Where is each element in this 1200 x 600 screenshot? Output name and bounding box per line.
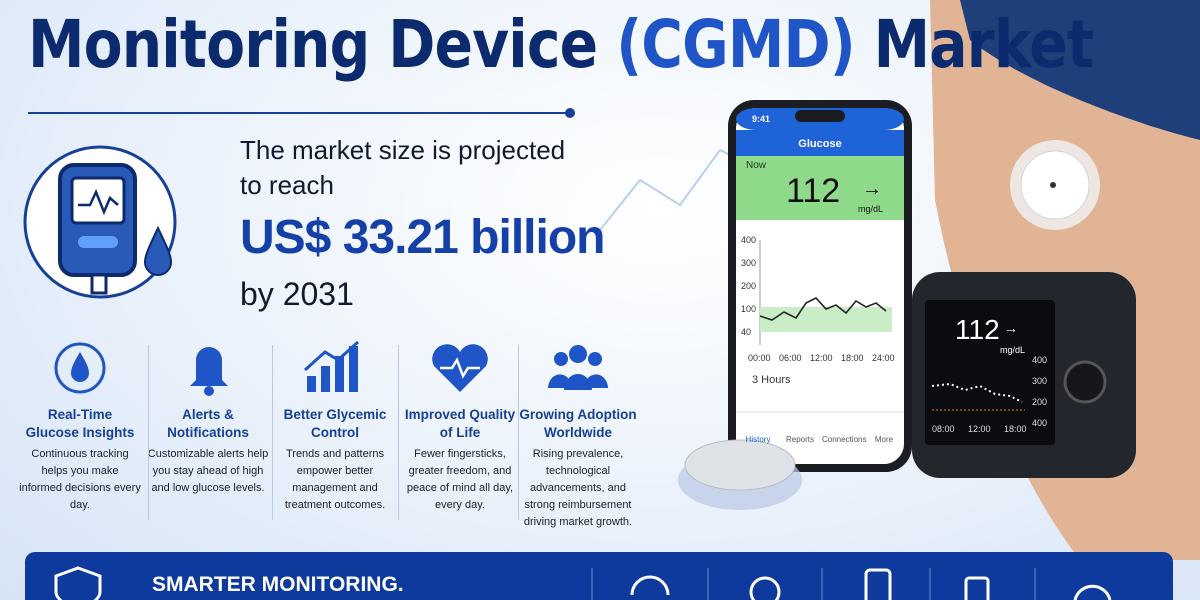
market-year: by 2031 [240, 276, 354, 312]
pod [684, 439, 796, 491]
phone-notch [795, 110, 845, 122]
market-text: The market size is projected [240, 135, 566, 165]
phone-arrow: → [862, 178, 882, 200]
receiver-y-label: 400 [1032, 355, 1048, 365]
phone-x-label: 24:00 [872, 353, 895, 363]
feature-icons [54, 340, 608, 396]
sleeve [960, 0, 1200, 140]
icon-bell-clapper [204, 386, 214, 396]
market-text: to reach [240, 170, 334, 200]
phone-tab: Reports [785, 435, 814, 444]
icon-bar2 [321, 366, 330, 392]
receiver-x-label: 08:00 [932, 424, 955, 434]
banner [25, 552, 1173, 600]
icon-trend [303, 340, 360, 372]
phone-range: 3 Hours [752, 374, 791, 386]
banner-text: SMARTER MONITORING. [152, 573, 404, 596]
icon-cloud [1073, 584, 1112, 600]
icon-body [564, 374, 592, 390]
receiver-x-label: 12:00 [968, 424, 991, 434]
receiver-trace [931, 382, 1023, 403]
meter-strip [90, 273, 108, 295]
phone-tab: History [745, 435, 771, 444]
receiver-y-label: 200 [1032, 397, 1048, 407]
feature-text: Continuous tracking helps you make infor… [19, 448, 141, 511]
icon-heart-wave [440, 357, 480, 379]
feature-text: Fewer fingersticks, greater freedom, and… [406, 448, 514, 511]
title-highlight: (CGMD) [616, 6, 855, 83]
icon-battery [964, 576, 990, 600]
icon-signal [630, 575, 670, 596]
phone-reading: 112 [786, 172, 841, 210]
phone-now: Now [746, 160, 767, 171]
receiver-reading: 112 [955, 314, 1000, 345]
receiver-y-label: 400 [1032, 418, 1048, 428]
phone-reading-bg [736, 156, 904, 220]
underline-dot [565, 108, 575, 118]
icon-person-left [554, 352, 568, 366]
title-part: Market [854, 6, 1094, 83]
meter-screen [70, 176, 126, 225]
feature-title: Improved Quality of Life [404, 407, 516, 440]
phone-y-label: 200 [741, 281, 757, 291]
icon-bell [190, 347, 228, 386]
receiver-unit: mg/dL [1000, 345, 1026, 355]
phone-tab: More [874, 435, 894, 444]
phone-y-label: 400 [741, 235, 757, 245]
feature-title: Better Glycemic Control [283, 407, 387, 440]
feature-title: Alerts & Notifications [167, 407, 249, 440]
phone-header [736, 130, 904, 156]
meter-wave [78, 188, 119, 216]
feature-title: Growing Adoption Worldwide [519, 407, 637, 440]
icon-phone [864, 568, 892, 600]
banner-shield [54, 566, 102, 600]
title: Monitoring Device (CGMD) Market [28, 6, 1094, 83]
phone-unit: mg/dL [858, 204, 884, 214]
icon-crosshair [749, 576, 781, 600]
banner-dividers [591, 568, 1036, 600]
receiver-y-label: 300 [1032, 376, 1048, 386]
icon-drop [71, 352, 89, 382]
phone-y-label: 100 [741, 304, 757, 314]
feature-text: Rising prevalence, technological advance… [523, 448, 633, 528]
feature-title: Real-Time Glucose Insights [25, 407, 135, 440]
meter-button [78, 236, 118, 248]
feature-text: Trends and patterns empower better manag… [284, 448, 386, 511]
feature-divider [272, 345, 273, 520]
phone-x-label: 06:00 [779, 353, 802, 363]
phone-y-label: 40 [741, 327, 752, 337]
icon-body-right [588, 374, 608, 388]
receiver-button [1063, 360, 1107, 404]
feature-divider [398, 345, 399, 520]
drop [143, 225, 173, 276]
icon-person [569, 345, 587, 363]
phone-y-label: 300 [741, 258, 757, 268]
icon-body-left [548, 374, 568, 388]
phone-title: Glucose [798, 138, 842, 150]
sensor-dot [1050, 182, 1056, 188]
icon-bar4 [349, 346, 358, 392]
feature-divider [148, 345, 149, 520]
title-part: Monitoring Device [28, 6, 617, 83]
receiver-x-label: 18:00 [1004, 424, 1027, 434]
phone-tab: Connections [822, 435, 867, 444]
receiver-screen [925, 300, 1055, 445]
phone-x-label: 00:00 [748, 353, 771, 363]
banner-icons [630, 568, 1112, 600]
feature-text: Customizable alerts help you stay ahead … [147, 448, 269, 494]
icon-bar3 [335, 356, 344, 392]
phone-target-band [760, 307, 892, 332]
icon-bar1 [307, 376, 316, 392]
market-value: US$ 33.21 billion [240, 211, 605, 264]
phone-trace [759, 297, 887, 321]
icon-person-right [588, 352, 602, 366]
phone-time: 9:41 [752, 114, 771, 124]
phone-x-label: 12:00 [810, 353, 833, 363]
receiver-arrow: → [1004, 320, 1018, 336]
icon-target [54, 342, 106, 394]
feature-divider [518, 345, 519, 520]
phone-x-label: 18:00 [841, 353, 864, 363]
